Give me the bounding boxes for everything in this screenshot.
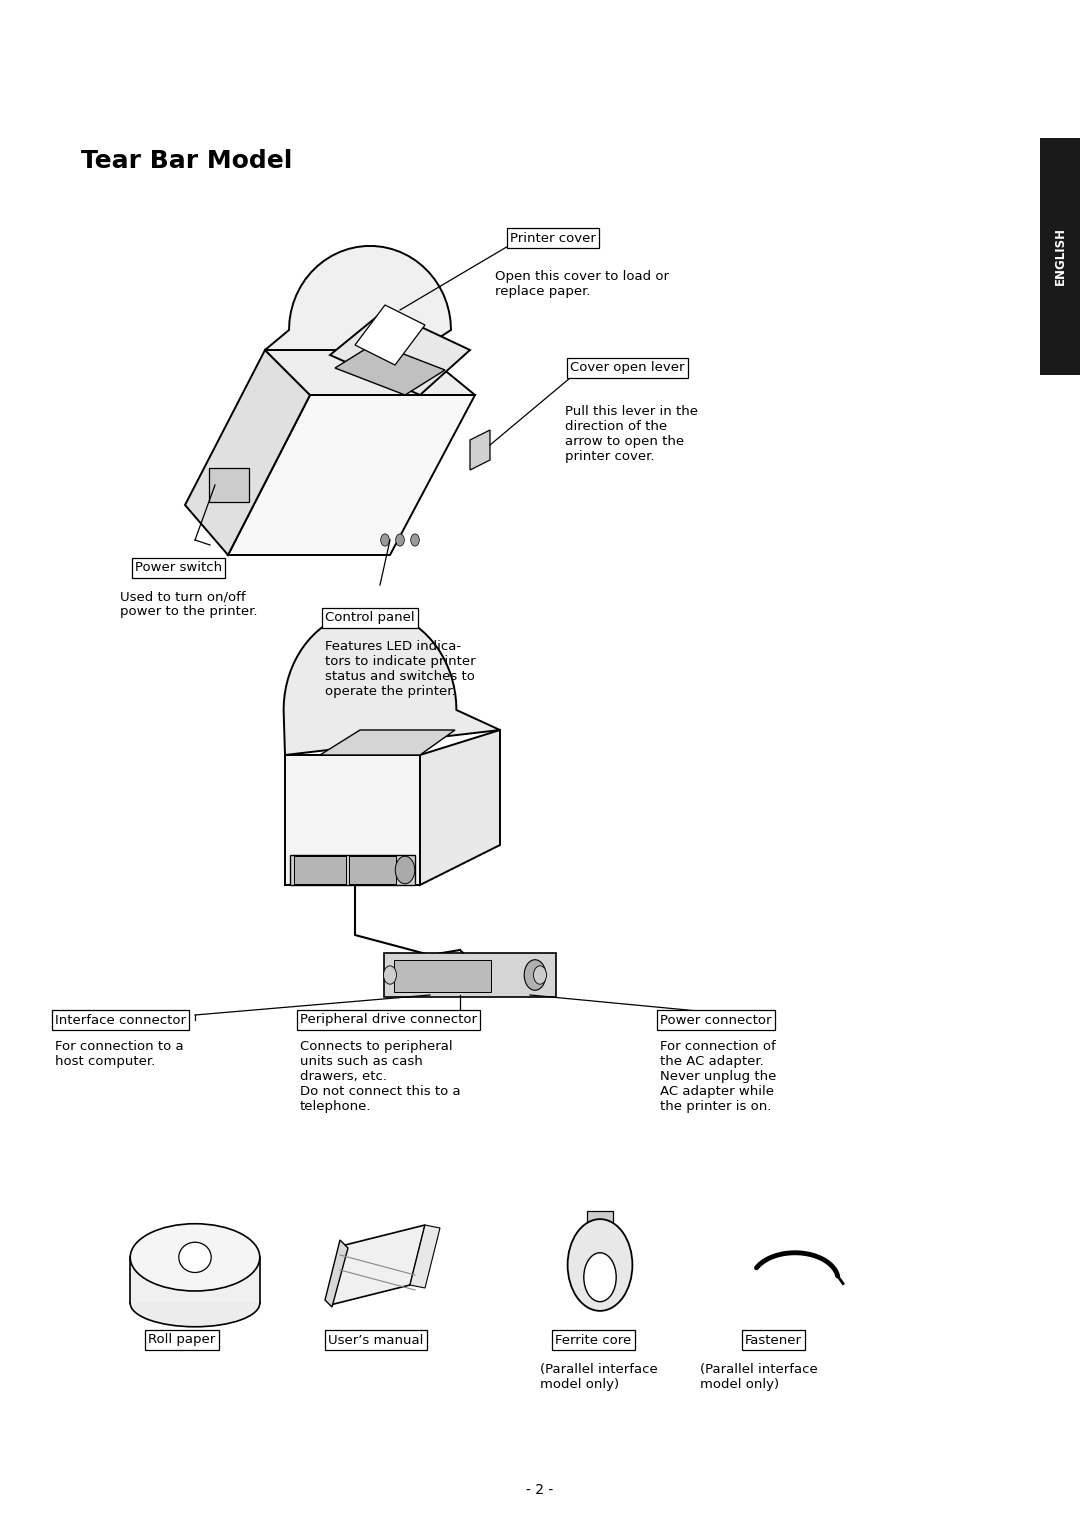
FancyBboxPatch shape (383, 954, 556, 997)
Text: Power connector: Power connector (660, 1014, 771, 1026)
Text: Control panel: Control panel (325, 612, 415, 624)
Ellipse shape (131, 1280, 260, 1327)
Text: For connection of
the AC adapter.
Never unplug the
AC adapter while
the printer : For connection of the AC adapter. Never … (660, 1040, 777, 1113)
Circle shape (534, 966, 546, 985)
Polygon shape (420, 729, 500, 885)
Text: Peripheral drive connector: Peripheral drive connector (300, 1014, 477, 1026)
Text: Features LED indica-
tors to indicate printer
status and switches to
operate the: Features LED indica- tors to indicate pr… (325, 641, 475, 699)
Polygon shape (335, 342, 445, 394)
Polygon shape (588, 1211, 613, 1231)
Text: Interface connector: Interface connector (55, 1014, 186, 1026)
Polygon shape (410, 1225, 440, 1287)
Text: Roll paper: Roll paper (148, 1333, 215, 1347)
Text: Power switch: Power switch (135, 561, 222, 575)
Polygon shape (320, 729, 455, 755)
FancyBboxPatch shape (394, 960, 491, 991)
Ellipse shape (179, 1242, 212, 1272)
Polygon shape (291, 855, 415, 885)
Text: Printer cover: Printer cover (510, 231, 596, 245)
Text: ENGLISH: ENGLISH (1053, 228, 1067, 284)
Text: Fastener: Fastener (745, 1333, 802, 1347)
Circle shape (380, 534, 389, 546)
Text: (Parallel interface
model only): (Parallel interface model only) (540, 1362, 658, 1391)
Polygon shape (470, 430, 490, 469)
Polygon shape (330, 310, 470, 394)
Polygon shape (265, 350, 475, 394)
Polygon shape (185, 350, 310, 555)
Text: - 2 -: - 2 - (526, 1483, 554, 1497)
Text: Cover open lever: Cover open lever (570, 361, 685, 375)
Polygon shape (330, 1225, 426, 1304)
Circle shape (524, 960, 545, 991)
Text: (Parallel interface
model only): (Parallel interface model only) (700, 1362, 818, 1391)
Text: Connects to peripheral
units such as cash
drawers, etc.
Do not connect this to a: Connects to peripheral units such as cas… (300, 1040, 461, 1113)
Circle shape (395, 856, 415, 884)
Text: For connection to a
host computer.: For connection to a host computer. (55, 1040, 184, 1067)
FancyBboxPatch shape (1040, 138, 1080, 375)
Text: Open this cover to load or
replace paper.: Open this cover to load or replace paper… (495, 271, 669, 298)
Ellipse shape (131, 1223, 260, 1290)
Circle shape (410, 534, 419, 546)
Circle shape (395, 534, 404, 546)
Polygon shape (284, 610, 500, 755)
Polygon shape (325, 1240, 348, 1307)
Polygon shape (355, 304, 426, 365)
Text: Tear Bar Model: Tear Bar Model (81, 148, 293, 173)
Text: Pull this lever in the
direction of the
arrow to open the
printer cover.: Pull this lever in the direction of the … (565, 405, 698, 463)
Ellipse shape (568, 1219, 633, 1310)
Text: Ferrite core: Ferrite core (555, 1333, 631, 1347)
Text: User’s manual: User’s manual (328, 1333, 423, 1347)
Polygon shape (265, 246, 451, 350)
FancyBboxPatch shape (294, 856, 346, 884)
FancyBboxPatch shape (208, 468, 249, 502)
Text: Used to turn on/off
power to the printer.: Used to turn on/off power to the printer… (120, 590, 257, 618)
Polygon shape (131, 1257, 260, 1303)
Polygon shape (285, 755, 420, 885)
FancyBboxPatch shape (349, 856, 396, 884)
Circle shape (383, 966, 396, 985)
Polygon shape (228, 394, 475, 555)
Ellipse shape (584, 1252, 617, 1301)
